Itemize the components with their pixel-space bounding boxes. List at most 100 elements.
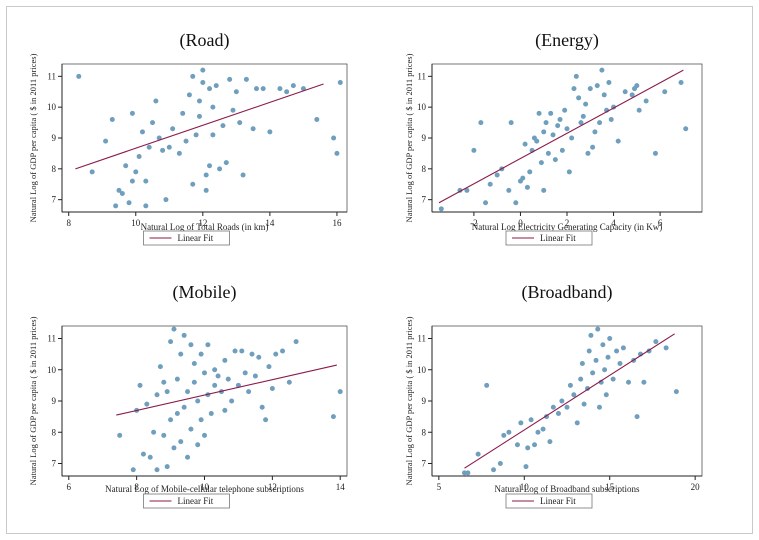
scatter-point [590,144,596,150]
y-tick-label: 8 [422,427,427,437]
legend: Linear Fit [505,493,593,509]
scatter-point [522,141,528,147]
scatter-point [571,86,577,92]
scatter-point [284,89,290,95]
x-tick-label: 10 [520,482,530,492]
scatter-point [622,89,628,95]
scatter-point [198,351,204,357]
y-tick-label: 11 [417,71,426,81]
y-tick-label: 8 [52,164,57,174]
scatter-point [160,147,166,153]
scatter-point [547,439,553,445]
scatter-point [208,411,214,416]
scatter-point [663,345,669,351]
scatter-point [117,432,123,438]
chart-panel-1: (Road) 8 10 12 14 16 7 8 9 10 11 Natural Log of Tot… [28,30,348,246]
scatter-point [525,445,531,451]
chart-title: (Broadband) [522,282,613,303]
scatter-point [215,373,221,379]
y-tick-label: 9 [422,396,427,406]
scatter-point [513,200,519,206]
scatter-point [213,83,219,89]
scatter-point [606,80,612,85]
scatter-point [203,187,209,193]
scatter-point [550,132,556,138]
scatter-point [207,86,213,92]
scatter-point [239,348,245,354]
scatter-point [171,326,177,332]
scatter-point [538,160,544,166]
scatter-point [266,364,272,370]
scatter-point [652,150,658,156]
scatter-point [126,200,132,206]
y-tick-label: 9 [52,396,57,406]
scatter-point [337,80,343,85]
x-tick-label: 16 [332,218,342,228]
x-tick-label: 10 [131,218,141,228]
scatter-point [195,442,201,448]
scatter-point [217,166,223,172]
scatter-point [501,432,507,438]
x-tick-label: 20 [691,482,701,492]
scatter-point [587,86,593,92]
x-axis-label: Natural Log of Broadband subscriptions [495,484,640,494]
scatter-point [543,120,549,126]
scatter-point [653,339,659,345]
scatter-point [150,120,156,126]
scatter-point [475,451,481,457]
scatter-point [330,414,336,420]
x-tick-label: 8 [66,218,71,228]
scatter-point [600,342,606,348]
scatter-point [599,67,605,73]
scatter-point [643,98,649,104]
legend: Linear Fit [143,493,230,509]
scatter-point [566,169,572,175]
scatter-point [185,389,191,395]
scatter-point [595,326,601,332]
y-tick-label: 9 [422,133,427,143]
scatter-point [487,181,493,187]
scatter-point [269,386,275,391]
scatter-point [259,404,265,410]
scatter-point [210,132,216,138]
x-axis-label: Natural Log Electricity Generating Capac… [472,222,662,232]
scatter-point [144,401,150,407]
scatter-point [524,184,530,190]
scatter-point [662,89,668,95]
legend-label: Linear Fit [178,233,214,243]
scatter-point [252,373,258,379]
scatter-point [166,144,172,150]
scatter-point [506,429,512,435]
x-axis-label: Natural Log of Mobile-cellular telephone… [105,484,304,494]
scatter-point [641,379,647,385]
legend-label: Linear Fit [540,496,576,506]
legend-label: Linear Fit [540,233,576,243]
scatter-point [506,187,512,193]
scatter-point [293,339,299,345]
scatter-point [246,389,252,395]
scatter-point [614,348,620,354]
scatter-point [202,370,207,376]
scatter-point [541,129,547,135]
scatter-point [555,123,561,129]
scatter-point [331,135,337,141]
scatter-point [183,138,189,144]
y-axis-label: Natural Log of GDP per capita ( $ in 201… [28,53,38,222]
scatter-point [191,361,197,366]
scatter-point [559,147,565,153]
scatter-point [109,117,115,122]
scatter-point [195,398,201,404]
scatter-point [626,379,632,385]
scatter-point [277,86,283,92]
x-tick-label: 15 [605,482,615,492]
scatter-point [559,398,565,404]
scatter-point [256,354,262,360]
plot-area [431,325,703,477]
scatter-point [223,160,229,166]
x-tick-label: 12 [268,482,277,492]
scatter-point [240,172,246,178]
legend: Linear Fit [143,230,230,246]
scatter-point [198,417,204,423]
scatter-point [185,454,191,460]
scatter-point [181,404,187,410]
